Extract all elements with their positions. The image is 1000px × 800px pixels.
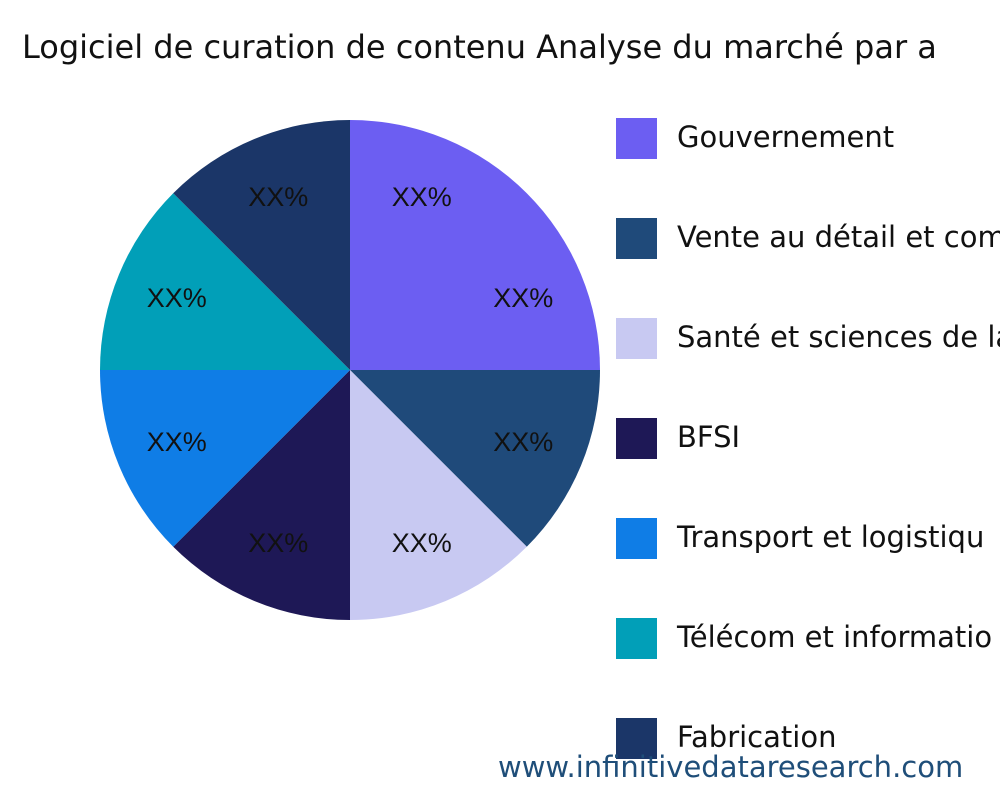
slice-label-0-b: XX% [493,283,553,313]
footer-url[interactable]: www.infinitivedataresearch.com [498,750,964,784]
pie-slice-4[interactable] [100,370,350,547]
pie-labels: XX% XX% XX% XX% XX% XX% XX% XX% [147,182,553,558]
pie-slice-1[interactable] [350,370,600,547]
slice-label-3: XX% [248,528,308,558]
pie-slice-5[interactable] [100,193,350,370]
legend-label-6: Fabrication [677,720,837,754]
legend-swatch-1 [616,218,657,259]
chart-title: Logiciel de curation de contenu Analyse … [22,28,937,66]
slice-label-4: XX% [147,427,207,457]
legend-label-2: Santé et sciences de la [677,320,1000,354]
slice-label-5: XX% [147,283,207,313]
legend-label-3: BFSI [677,420,741,454]
legend-label-5: Télécom et informatio [677,620,993,654]
pie-slice-2[interactable] [350,370,527,620]
pie-slice-3[interactable] [173,370,350,620]
legend-label-4: Transport et logistiqu [677,520,985,554]
legend-swatch-5 [616,618,657,659]
legend-swatch-4 [616,518,657,559]
legend-label-0: Gouvernement [677,120,895,154]
pie-slices [100,120,600,620]
legend-swatch-6 [616,718,657,759]
legend-label-1: Vente au détail et com [677,220,1000,254]
pie-slice-0[interactable] [350,120,600,370]
slice-label-0-a: XX% [392,182,452,212]
legend-swatch-3 [616,418,657,459]
legend-swatch-2 [616,318,657,359]
slice-label-6: XX% [248,182,308,212]
legend-swatch-0 [616,118,657,159]
slice-label-2: XX% [392,528,452,558]
slice-label-1: XX% [493,427,553,457]
pie-slice-6[interactable] [173,120,350,370]
